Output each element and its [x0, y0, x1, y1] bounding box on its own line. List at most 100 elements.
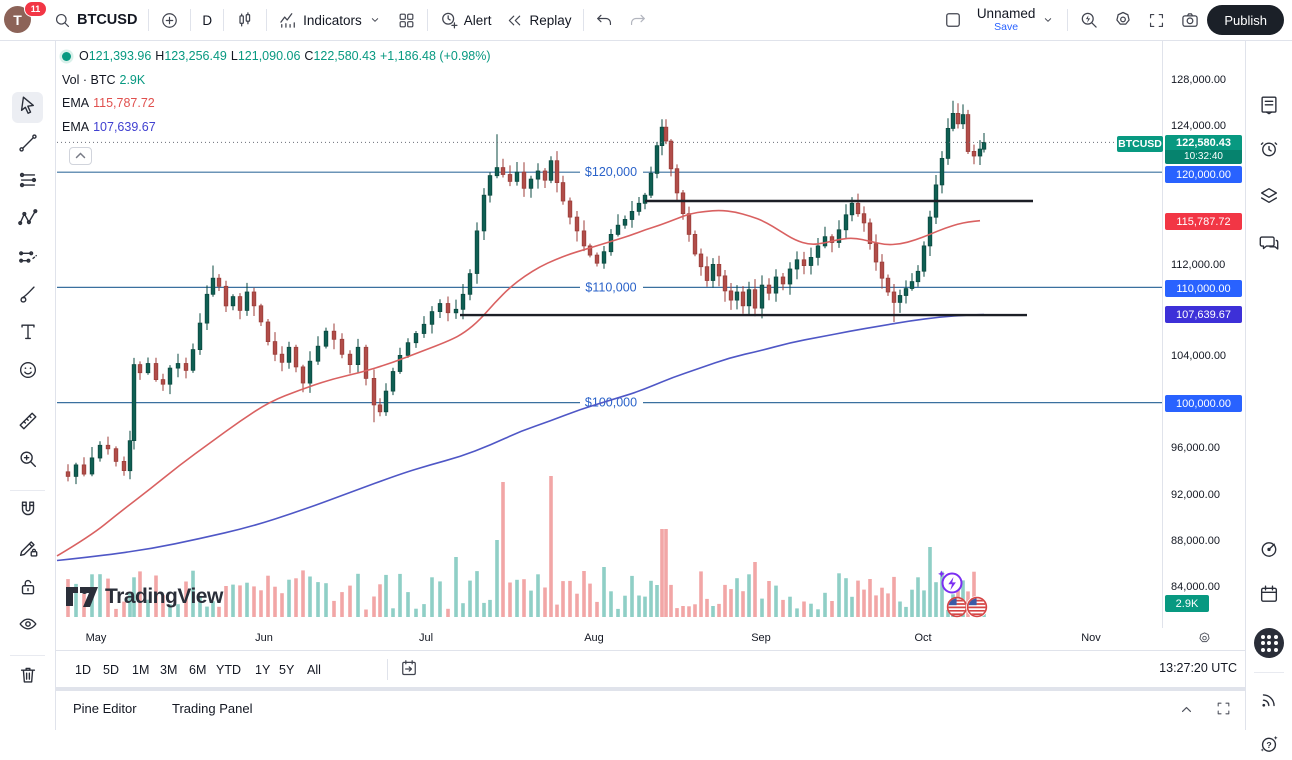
- fib-icon: [17, 169, 39, 196]
- brush-tool-button[interactable]: [12, 281, 43, 312]
- undo-button[interactable]: [588, 5, 621, 35]
- scorecards-button[interactable]: [1255, 537, 1283, 565]
- tab-pine-editor[interactable]: Pine Editor: [73, 701, 137, 716]
- fullscreen-button[interactable]: [1140, 5, 1173, 35]
- hide-drawings-button[interactable]: [12, 611, 43, 642]
- month-label: Nov: [1081, 632, 1101, 644]
- redo-button[interactable]: [621, 5, 654, 35]
- projection-tool-button[interactable]: [12, 244, 43, 275]
- series-status-dot: [62, 51, 71, 61]
- xabcd-icon: [17, 207, 39, 234]
- price-tick: 128,000.00: [1171, 74, 1227, 86]
- divider: [582, 9, 584, 31]
- layout-square-icon: [943, 10, 963, 30]
- layout-name: Unnamed: [976, 6, 1036, 22]
- lock-icon: [17, 576, 39, 603]
- apps-grid-button[interactable]: [1254, 628, 1284, 658]
- quick-search-button[interactable]: [1072, 5, 1106, 35]
- ema-fast-row[interactable]: EMA 115,787.72: [62, 97, 491, 110]
- interval-button[interactable]: D: [202, 12, 213, 28]
- price-tick: 96,000.00: [1171, 442, 1220, 454]
- alert-button[interactable]: Alert: [432, 5, 499, 35]
- lightning-search-icon: [1079, 10, 1099, 30]
- streams-button[interactable]: [1255, 688, 1283, 716]
- range-button-3m[interactable]: 3M: [160, 663, 178, 677]
- chart-settings-button[interactable]: [1106, 5, 1140, 35]
- emoji-tool-button[interactable]: [12, 357, 43, 388]
- symbol-search-button[interactable]: BTCUSD: [46, 5, 144, 35]
- close-value: 122,580.43: [313, 49, 376, 63]
- indicators-button[interactable]: Indicators: [271, 5, 390, 35]
- panel-divider[interactable]: [0, 687, 1245, 691]
- ruler-tool-button[interactable]: [12, 408, 43, 439]
- trend-line-tool-button[interactable]: [12, 130, 43, 161]
- compare-add-button[interactable]: [153, 5, 186, 35]
- ohlc-row[interactable]: O121,393.96 H123,256.49 L121,090.06 C122…: [62, 50, 491, 63]
- indicator-templates-button[interactable]: [390, 5, 423, 35]
- remove-drawings-button[interactable]: [12, 662, 43, 693]
- panel-maximize-icon[interactable]: [1215, 700, 1232, 722]
- trendline-icon: [17, 132, 39, 159]
- brush-icon: [17, 283, 39, 310]
- magnet-mode-button[interactable]: [12, 497, 43, 528]
- time-axis[interactable]: May Jun Jul Aug Sep Oct Nov: [55, 628, 1245, 650]
- bar-countdown: 10:32:40: [1165, 150, 1242, 164]
- watchlist-button[interactable]: [1255, 93, 1283, 121]
- layout-name-button[interactable]: Unnamed Save: [970, 5, 1064, 35]
- panel-collapse-icon[interactable]: [1177, 700, 1196, 724]
- replay-button[interactable]: Replay: [498, 5, 578, 35]
- range-button-1m[interactable]: 1M: [132, 663, 150, 677]
- zoom-in-tool-button[interactable]: [12, 446, 43, 477]
- snapshot-button[interactable]: [1173, 5, 1207, 35]
- price-axis[interactable]: 128,000.00 124,000.00 112,000.00 104,000.00…: [1163, 40, 1245, 650]
- chart-canvas[interactable]: $120,000 $110,000 $100,000: [55, 40, 1245, 650]
- range-button-1d[interactable]: 1D: [75, 663, 91, 677]
- tab-trading-panel[interactable]: Trading Panel: [172, 701, 253, 716]
- range-button-5y[interactable]: 5Y: [279, 663, 295, 677]
- layout-button[interactable]: [936, 5, 970, 35]
- search-icon: [53, 11, 72, 30]
- go-to-date-button[interactable]: [399, 658, 419, 683]
- clock-utc[interactable]: 13:27:20 UTC: [1159, 661, 1237, 675]
- drawing-mode-button[interactable]: [12, 535, 43, 566]
- chart-style-button[interactable]: [228, 5, 262, 35]
- save-label[interactable]: Save: [994, 20, 1019, 33]
- help-button[interactable]: ?: [1255, 732, 1283, 760]
- range-button-1y[interactable]: 1Y: [255, 663, 271, 677]
- range-button-all[interactable]: All: [307, 663, 321, 677]
- publish-button[interactable]: Publish: [1207, 5, 1284, 35]
- calendar-button[interactable]: [1255, 582, 1283, 610]
- price-tick: 92,000.00: [1171, 489, 1220, 501]
- symbol-name: BTCUSD: [77, 12, 138, 28]
- indicators-label: Indicators: [303, 12, 362, 28]
- ema-slow-value: 107,639.67: [93, 119, 156, 134]
- cursor-tool-button[interactable]: [12, 92, 43, 123]
- magnet-icon: [17, 499, 39, 526]
- text-tool-button[interactable]: [12, 319, 43, 350]
- time-axis-settings-icon[interactable]: [1197, 631, 1212, 651]
- right-sidebar: ?: [1245, 40, 1292, 752]
- ema-fast-value: 115,787.72: [93, 96, 155, 110]
- ema-slow-row[interactable]: EMA 107,639.67: [62, 119, 491, 134]
- lock-drawings-button[interactable]: [12, 574, 43, 605]
- price-level-badge: 120,000.00: [1165, 166, 1242, 183]
- price-tick: 84,000.00: [1171, 581, 1220, 593]
- fib-retracement-tool-button[interactable]: [12, 167, 43, 198]
- range-button-ytd[interactable]: YTD: [216, 663, 241, 677]
- alerts-button[interactable]: [1255, 137, 1283, 165]
- divider: [10, 490, 45, 491]
- range-button-5d[interactable]: 5D: [103, 663, 119, 677]
- bottom-panel: Pine Editor Trading Panel: [55, 691, 1245, 730]
- object-tree-button[interactable]: [1255, 184, 1283, 212]
- camera-icon: [1180, 10, 1200, 30]
- legend-collapse-button[interactable]: [69, 147, 92, 165]
- chat-button[interactable]: [1255, 231, 1283, 259]
- pattern-tool-button[interactable]: [12, 205, 43, 236]
- current-price: 122,580.43: [1175, 137, 1232, 149]
- divider: [266, 9, 268, 31]
- range-button-6m[interactable]: 6M: [189, 663, 207, 677]
- svg-text:$120,000: $120,000: [585, 165, 637, 179]
- projection-icon: [17, 246, 39, 273]
- low-value: 121,090.06: [237, 49, 301, 63]
- volume-row[interactable]: Vol · BTC 2.9K: [62, 73, 491, 87]
